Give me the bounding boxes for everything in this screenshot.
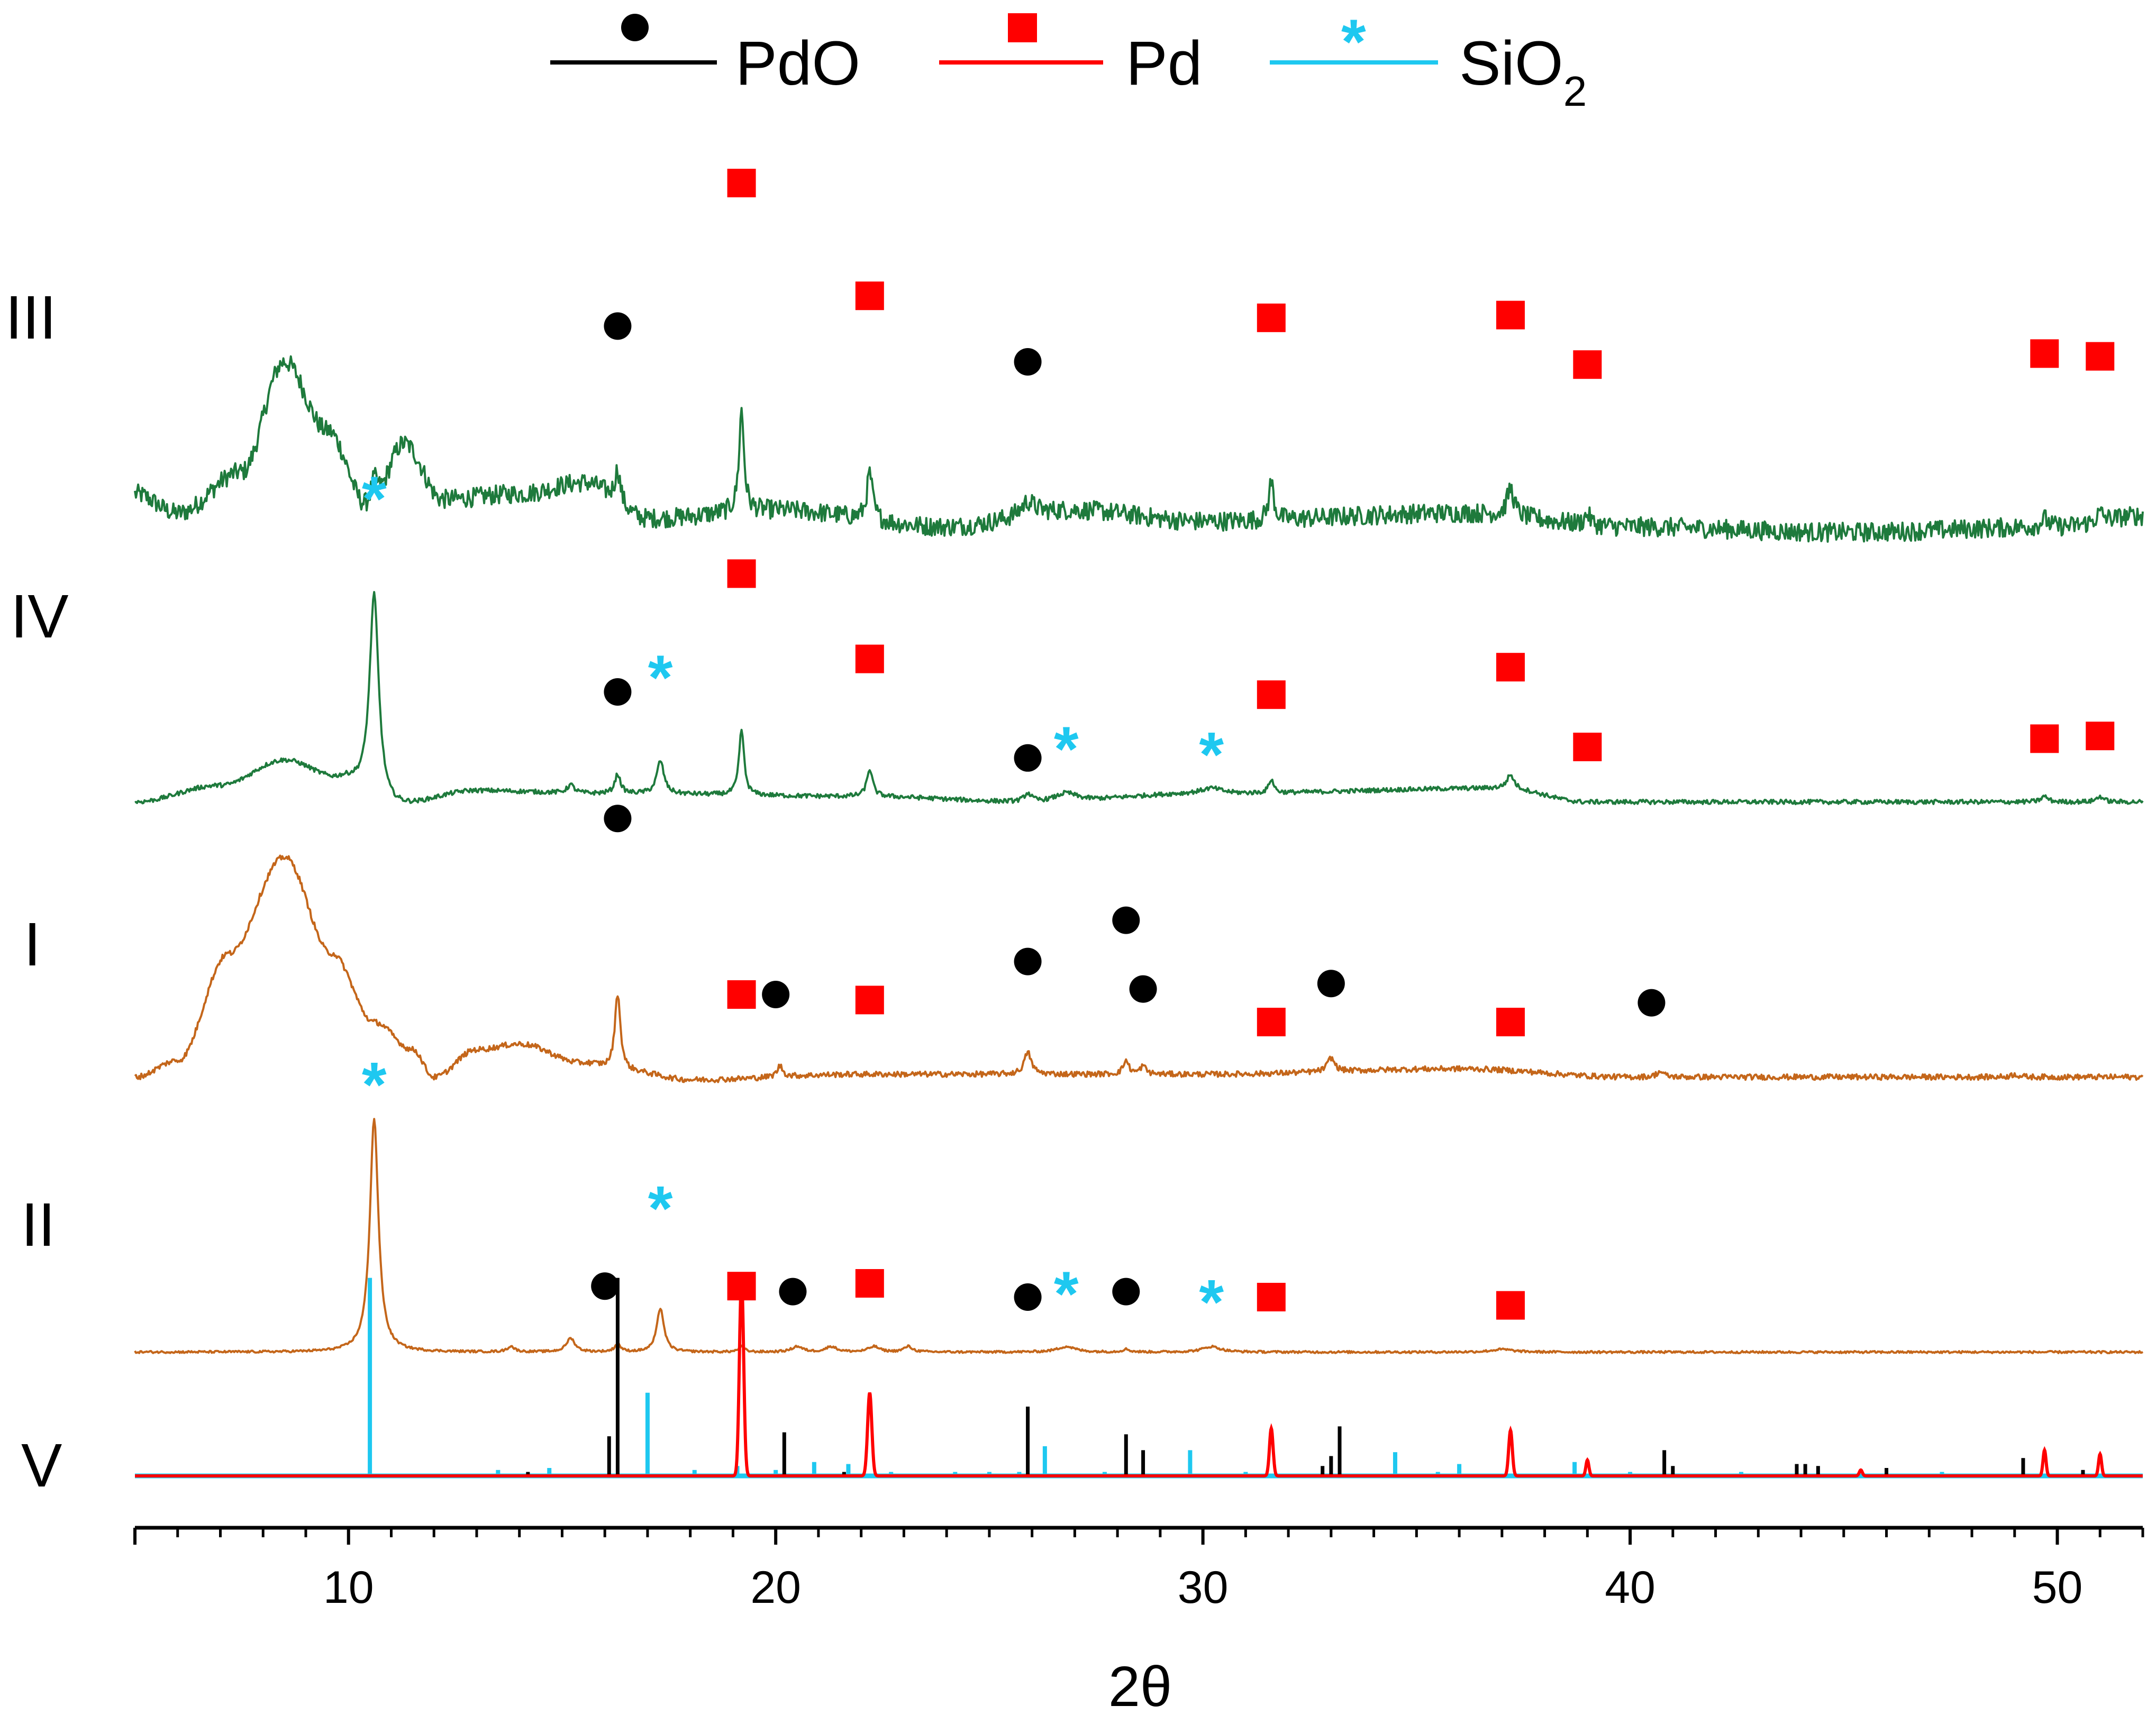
- x-tick-label: 30: [1178, 1562, 1229, 1613]
- series-label-iii: III: [5, 283, 57, 352]
- pd-marker: [727, 169, 756, 197]
- x-tick-label: 20: [750, 1562, 801, 1613]
- pdo-marker: [1638, 989, 1666, 1017]
- series-line-iv: [134, 591, 2144, 806]
- pdo-marker: [1014, 744, 1042, 772]
- sio2-marker: *: [648, 1173, 673, 1244]
- legend-item-pd: Pd: [939, 13, 1202, 98]
- x-tick-label: 40: [1605, 1562, 1655, 1613]
- series-label-ii: II: [21, 1190, 55, 1259]
- pdo-marker: [591, 1272, 619, 1300]
- pd-marker: [1257, 680, 1286, 709]
- pd-marker: [2030, 339, 2059, 368]
- pd-marker: [1496, 300, 1525, 330]
- series-line-iii: [134, 355, 2144, 543]
- pdo-marker: [762, 981, 790, 1008]
- series-label-iv: IV: [11, 582, 69, 651]
- pdo-marker: [1112, 906, 1140, 934]
- legend-label-pd: Pd: [1126, 29, 1202, 98]
- legend-item-pdo: PdO: [550, 14, 860, 98]
- pd-marker: [727, 1272, 756, 1301]
- legend-item-sio2: * SiO2: [1270, 6, 1587, 115]
- pd-marker: [727, 980, 756, 1009]
- sio2-marker: *: [1199, 719, 1224, 790]
- plot-area: * * * * * * * *: [134, 169, 2144, 1479]
- pd-marker: [855, 986, 884, 1015]
- pd-marker: [2086, 342, 2115, 371]
- pd-reference-line: [135, 1278, 2143, 1477]
- pdo-marker: [604, 312, 632, 340]
- pd-marker: [2030, 724, 2059, 753]
- pd-marker: [1257, 1283, 1286, 1311]
- sio2-marker: *: [648, 642, 673, 713]
- legend-marker-sio2: *: [1341, 6, 1366, 77]
- pdo-marker: [779, 1278, 807, 1306]
- legend-marker-pd: [1008, 13, 1037, 42]
- legend-label-sio2-main: SiO: [1459, 29, 1563, 98]
- pdo-marker: [1014, 947, 1042, 975]
- pdo-marker: [1014, 348, 1042, 376]
- pdo-marker: [604, 678, 632, 706]
- pd-marker: [1573, 733, 1602, 761]
- pd-marker: [1257, 303, 1286, 332]
- pd-marker: [855, 644, 884, 673]
- pdo-marker: [1014, 1283, 1042, 1311]
- x-tick-label: 10: [323, 1562, 374, 1613]
- pdo-marker: [1112, 1278, 1140, 1306]
- pd-marker: [1496, 1008, 1525, 1036]
- pd-marker: [727, 559, 756, 588]
- sio2-marker: *: [1054, 714, 1079, 785]
- pd-marker: [1257, 1008, 1286, 1036]
- series-label-v: V: [21, 1431, 62, 1500]
- legend-label-sio2-subscript: 2: [1563, 68, 1587, 115]
- sio2-marker: *: [362, 1050, 387, 1120]
- sio2-marker: *: [1054, 1258, 1079, 1329]
- series-label-i: I: [24, 910, 41, 979]
- x-axis: 10 20 30 40 50: [133, 1526, 2144, 1613]
- pdo-marker: [1317, 970, 1345, 998]
- legend-label-sio2: SiO2: [1459, 29, 1587, 115]
- pdo-marker: [1129, 975, 1157, 1003]
- legend: PdO Pd * SiO2: [550, 6, 1587, 115]
- legend-marker-pdo: [621, 14, 649, 41]
- series-line-i: [134, 854, 2144, 1083]
- x-axis-title: 2θ: [1108, 1654, 1172, 1718]
- sio2-marker: *: [362, 463, 387, 534]
- x-tick-label: 50: [2032, 1562, 2083, 1613]
- pd-marker: [855, 1269, 884, 1298]
- pd-marker: [1496, 653, 1525, 682]
- pd-marker: [2086, 722, 2115, 751]
- pdo-marker: [604, 805, 632, 833]
- series-line-ii: [134, 1118, 2144, 1354]
- pd-marker: [1496, 1291, 1525, 1320]
- pd-marker: [1573, 350, 1602, 379]
- sio2-marker: *: [1199, 1266, 1224, 1337]
- legend-label-pdo: PdO: [735, 29, 860, 98]
- pd-marker: [855, 281, 884, 311]
